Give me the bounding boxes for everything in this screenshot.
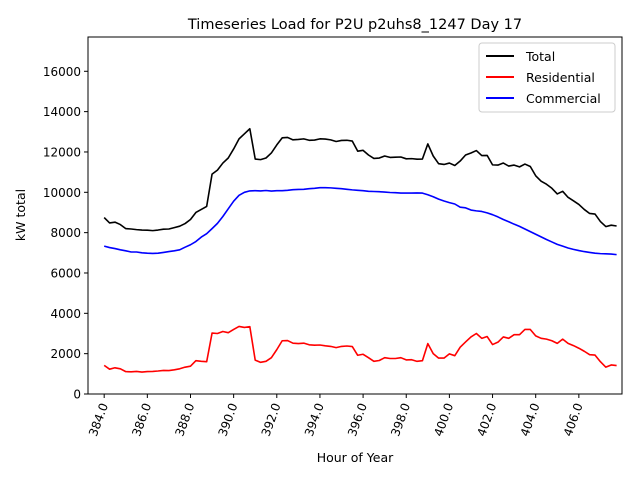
x-tick-label: 404.0 bbox=[518, 401, 543, 438]
chart-title: Timeseries Load for P2U p2uhs8_1247 Day … bbox=[187, 17, 522, 33]
x-tick-label: 390.0 bbox=[216, 401, 241, 438]
legend-box bbox=[478, 42, 616, 113]
legend-label-residential: Residential bbox=[526, 70, 595, 85]
y-tick-label: 2000 bbox=[50, 347, 81, 361]
x-tick-label: 402.0 bbox=[474, 401, 499, 438]
x-tick-label: 384.0 bbox=[86, 401, 111, 438]
y-tick-label: 12000 bbox=[43, 145, 81, 159]
x-axis-label: Hour of Year bbox=[317, 450, 394, 465]
x-tick-label: 388.0 bbox=[172, 401, 197, 438]
legend: Total Residential Commercial bbox=[478, 42, 616, 113]
x-tick-label: 392.0 bbox=[259, 401, 284, 438]
y-axis-label: kW total bbox=[13, 189, 28, 241]
legend-label-commercial: Commercial bbox=[526, 91, 601, 106]
x-tick-label: 386.0 bbox=[129, 401, 154, 438]
axis-ticks: 0 2000 4000 6000 8000 10000 12000 14000 16000 384… bbox=[43, 65, 586, 439]
plot-series bbox=[103, 127, 617, 373]
y-tick-label: 14000 bbox=[43, 105, 81, 119]
y-tick-label: 10000 bbox=[43, 186, 81, 200]
y-tick-label: 6000 bbox=[50, 266, 81, 280]
y-tick-label: 8000 bbox=[50, 226, 81, 240]
x-tick-label: 394.0 bbox=[302, 401, 327, 438]
series-line-commercial bbox=[103, 186, 617, 256]
y-tick-label: 0 bbox=[73, 388, 81, 402]
plot-frame bbox=[87, 36, 623, 395]
legend-label-total: Total bbox=[525, 49, 555, 64]
x-tick-label: 398.0 bbox=[388, 401, 413, 438]
y-tick-label: 4000 bbox=[50, 307, 81, 321]
x-tick-label: 406.0 bbox=[561, 401, 586, 438]
series-line-total bbox=[103, 127, 617, 232]
series-line-residential bbox=[103, 325, 617, 373]
y-tick-label: 16000 bbox=[43, 65, 81, 79]
x-tick-label: 400.0 bbox=[431, 401, 456, 438]
x-tick-label: 396.0 bbox=[345, 401, 370, 438]
